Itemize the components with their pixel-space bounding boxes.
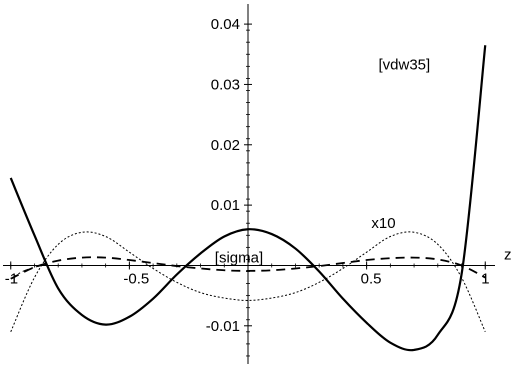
y-tick-label: 0.01 [211,197,240,214]
annotation-label: [sigma] [215,249,263,266]
ticks: -1 -0.5 0.5 1-0.010.010.020.030.04 [5,16,490,357]
x-tick-label: -0.5 [123,270,149,287]
y-tick-label: -0.01 [206,318,240,335]
series-line-dash-dot [10,263,47,280]
axes: z [3,4,512,364]
series [9,45,487,352]
series-line-solid-thick [9,45,487,352]
y-tick-label: 0.04 [211,16,240,33]
annotation-label: x10 [371,215,395,232]
x-tick-label: 0.5 [361,270,382,287]
y-tick-label: 0.02 [211,137,240,154]
series-line-dashed [10,256,486,280]
x-axis-label: z [504,246,512,263]
x-tick-label: 1 [481,270,489,287]
annotation-label: [vdw35] [378,56,430,73]
y-tick-label: 0.03 [211,76,240,93]
annotations: [vdw35] x10 [sigma] [215,56,430,266]
